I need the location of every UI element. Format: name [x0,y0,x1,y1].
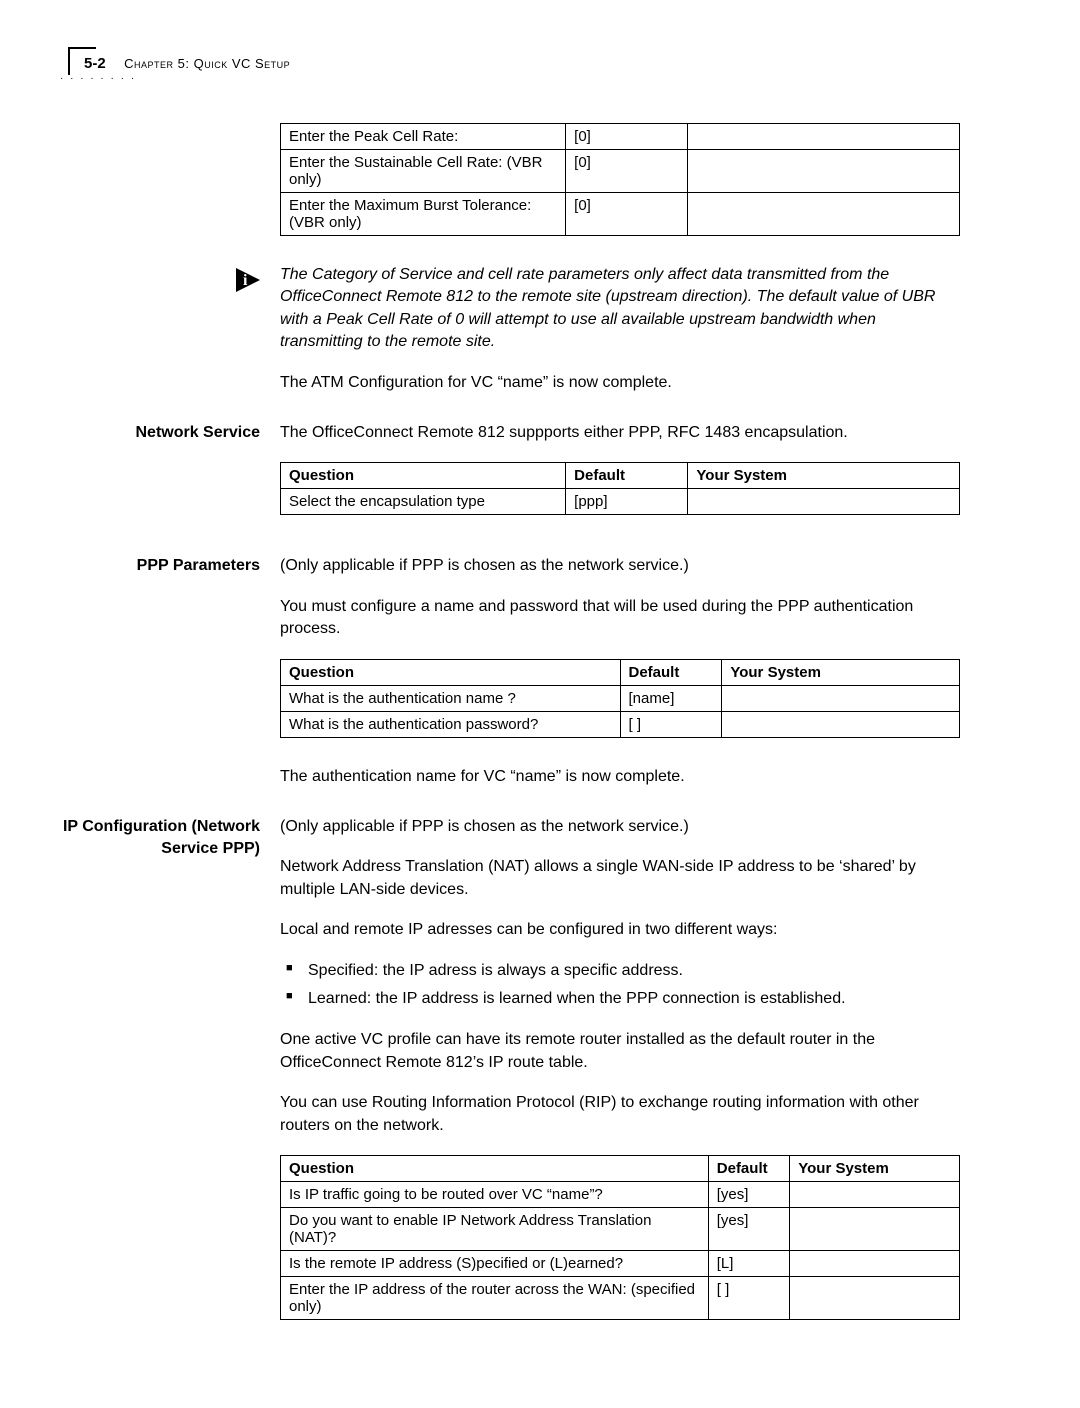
cell-default: [0] [566,150,688,193]
cell-question: Select the encapsulation type [281,489,566,515]
cell-default: [name] [620,685,722,711]
cell-default: [yes] [708,1182,789,1208]
heading-network-service: Network Service [60,422,260,444]
cell-question: Do you want to enable IP Network Address… [281,1208,709,1251]
info-note-section: i The Category of Service and cell rate … [280,264,960,394]
info-note-text: The Category of Service and cell rate pa… [280,264,960,354]
network-service-intro: The OfficeConnect Remote 812 suppports e… [280,422,960,444]
cell-question: Enter the IP address of the router acros… [281,1277,709,1320]
cell-default: [ ] [620,711,722,737]
cell-yoursystem [722,685,960,711]
ppp-table: Question Default Your System What is the… [280,659,960,738]
cell-yoursystem [722,711,960,737]
th-question: Question [281,659,621,685]
content-column: Enter the Peak Cell Rate: [0] Enter the … [280,123,960,1320]
table-header-row: Question Default Your System [281,463,960,489]
table-row: Enter the IP address of the router acros… [281,1277,960,1320]
cell-question: Enter the Maximum Burst Tolerance: (VBR … [281,193,566,236]
list-item: Learned: the IP address is learned when … [280,987,960,1011]
cell-yoursystem [688,150,960,193]
cell-question: Enter the Sustainable Cell Rate: (VBR on… [281,150,566,193]
cell-question: What is the authentication password? [281,711,621,737]
corner-mark [68,47,96,75]
cell-rate-section: Enter the Peak Cell Rate: [0] Enter the … [280,123,960,236]
cell-question: Is IP traffic going to be routed over VC… [281,1182,709,1208]
th-default: Default [708,1156,789,1182]
network-service-table: Question Default Your System Select the … [280,462,960,515]
page: · · · · · · · · 5-2 Chapter 5: Quick VC … [0,0,1080,1408]
table-row: Enter the Peak Cell Rate: [0] [281,124,960,150]
table-row: What is the authentication password? [ ] [281,711,960,737]
table-row: Do you want to enable IP Network Address… [281,1208,960,1251]
cell-default: [ppp] [566,489,688,515]
th-question: Question [281,1156,709,1182]
cell-rate-table: Enter the Peak Cell Rate: [0] Enter the … [280,123,960,236]
ip-p1: (Only applicable if PPP is chosen as the… [280,816,960,838]
network-service-section: Network Service The OfficeConnect Remote… [280,422,960,515]
ppp-p3: The authentication name for VC “name” is… [280,766,960,788]
th-default: Default [620,659,722,685]
cell-question: What is the authentication name ? [281,685,621,711]
table-row: Select the encapsulation type [ppp] [281,489,960,515]
cell-default: [0] [566,193,688,236]
info-icon: i [234,266,262,294]
page-header: · · · · · · · · 5-2 Chapter 5: Quick VC … [60,55,1020,73]
svg-text:i: i [243,272,248,289]
table-row: Is IP traffic going to be routed over VC… [281,1182,960,1208]
ip-p4: One active VC profile can have its remot… [280,1029,960,1074]
ip-table: Question Default Your System Is IP traff… [280,1155,960,1320]
table-row: What is the authentication name ? [name] [281,685,960,711]
cell-default: [yes] [708,1208,789,1251]
table-header-row: Question Default Your System [281,1156,960,1182]
th-yoursystem: Your System [790,1156,960,1182]
table-header-row: Question Default Your System [281,659,960,685]
ip-bullet-list: Specified: the IP adress is always a spe… [280,959,960,1011]
cell-yoursystem [688,489,960,515]
cell-yoursystem [790,1277,960,1320]
cell-default: [ ] [708,1277,789,1320]
list-item: Specified: the IP adress is always a spe… [280,959,960,983]
th-yoursystem: Your System [688,463,960,489]
cell-yoursystem [790,1251,960,1277]
th-default: Default [566,463,688,489]
ppp-parameters-section: PPP Parameters (Only applicable if PPP i… [280,555,960,788]
heading-ip-configuration: IP Configuration (Network Service PPP) [60,816,260,859]
table-row: Is the remote IP address (S)pecified or … [281,1251,960,1277]
cell-default: [L] [708,1251,789,1277]
table-row: Enter the Maximum Burst Tolerance: (VBR … [281,193,960,236]
header-dots: · · · · · · · · [60,73,136,84]
heading-ppp-parameters: PPP Parameters [60,555,260,577]
ip-p3: Local and remote IP adresses can be conf… [280,919,960,941]
ppp-p1: (Only applicable if PPP is chosen as the… [280,555,960,577]
th-question: Question [281,463,566,489]
atm-complete-text: The ATM Configuration for VC “name” is n… [280,372,960,394]
cell-yoursystem [790,1208,960,1251]
cell-yoursystem [688,124,960,150]
ip-configuration-section: IP Configuration (Network Service PPP) (… [280,816,960,1320]
ip-p5: You can use Routing Information Protocol… [280,1092,960,1137]
ip-p2: Network Address Translation (NAT) allows… [280,856,960,901]
cell-default: [0] [566,124,688,150]
table-row: Enter the Sustainable Cell Rate: (VBR on… [281,150,960,193]
ppp-p2: You must configure a name and password t… [280,596,960,641]
cell-yoursystem [790,1182,960,1208]
chapter-title: Chapter 5: Quick VC Setup [124,56,290,71]
th-yoursystem: Your System [722,659,960,685]
cell-yoursystem [688,193,960,236]
cell-question: Enter the Peak Cell Rate: [281,124,566,150]
cell-question: Is the remote IP address (S)pecified or … [281,1251,709,1277]
